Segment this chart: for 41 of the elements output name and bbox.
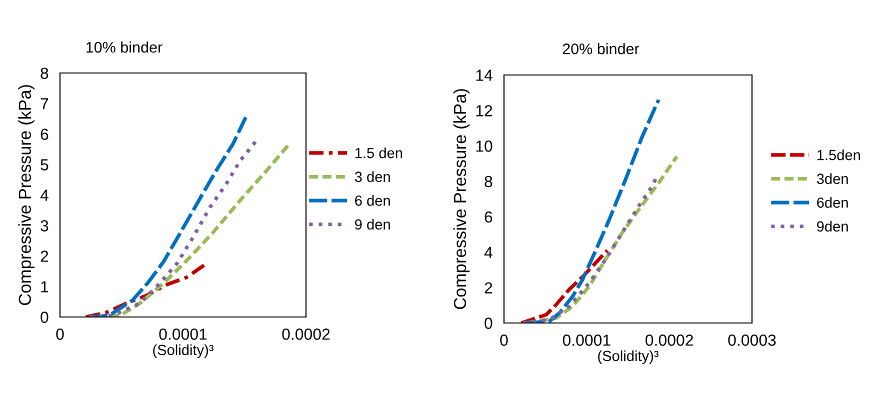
x-axis-title: (Solidity)³ xyxy=(598,350,659,364)
x-tick-label: 0.0002 xyxy=(282,328,330,340)
legend-label: 3den xyxy=(816,173,848,184)
legend-label: 6 den xyxy=(355,195,390,206)
legend-label: 6den xyxy=(817,197,848,208)
line-series xyxy=(524,98,660,323)
x-axis-title: (Solidity)³ xyxy=(153,344,214,358)
y-tick-label: 6 xyxy=(40,128,48,140)
line-series xyxy=(520,248,610,323)
y-tick-label: 2 xyxy=(40,250,48,262)
y-tick-label: 8 xyxy=(40,68,48,79)
y-tick-label: 8 xyxy=(484,176,492,188)
y-tick-label: 5 xyxy=(40,159,48,170)
line-series xyxy=(88,138,259,317)
x-tick-label: 0.0001 xyxy=(159,328,207,340)
y-tick-label: 12 xyxy=(476,105,492,116)
x-tick-label: 0 xyxy=(500,334,508,346)
y-tick-label: 7 xyxy=(40,98,48,110)
legend-label: 3 den xyxy=(354,171,390,182)
y-tick-label: 3 xyxy=(40,220,48,232)
x-tick-label: 0.0002 xyxy=(646,334,693,346)
y-tick-label: 14 xyxy=(476,70,492,81)
legend-label: 9den xyxy=(817,220,848,232)
y-tick-label: 4 xyxy=(484,246,492,258)
y-tick-label: 10 xyxy=(476,140,492,152)
y-tick-label: 1 xyxy=(41,281,48,292)
y-tick-label: 6 xyxy=(484,211,492,223)
x-tick-label: 0.0003 xyxy=(728,334,776,346)
chart-title: 20% binder xyxy=(562,43,640,54)
legend-label: 1.5 den xyxy=(355,148,402,158)
x-tick-label: 0.0001 xyxy=(562,334,610,346)
y-axis-title: Compressive Pressure (kPa) xyxy=(453,89,470,310)
y-tick-label: 4 xyxy=(40,190,48,201)
y-tick-label: 0 xyxy=(484,318,492,329)
legend-label: 9 den xyxy=(355,218,390,230)
y-tick-label: 0 xyxy=(40,312,48,323)
x-tick-label: 0 xyxy=(56,328,64,340)
legend-label: 1.5den xyxy=(817,150,860,160)
y-axis-title: Compressive Pressure (kPa) xyxy=(18,85,34,306)
chart-title: 10% binder xyxy=(86,41,162,53)
y-tick-label: 2 xyxy=(484,282,492,294)
